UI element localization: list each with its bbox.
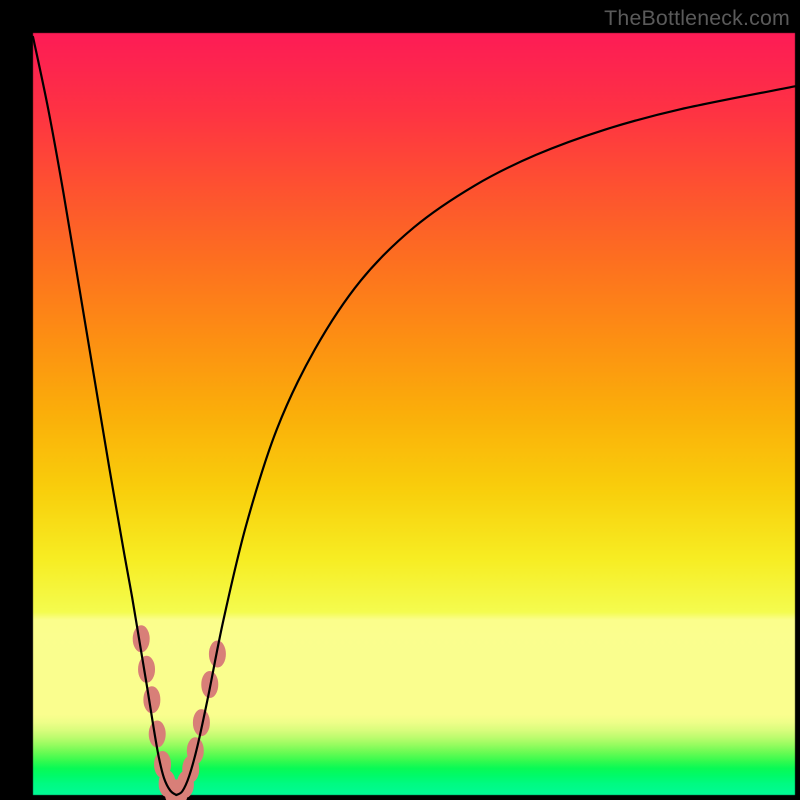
chart-stage: TheBottleneck.com xyxy=(0,0,800,800)
gradient-background xyxy=(0,0,800,800)
watermark-text: TheBottleneck.com xyxy=(604,6,790,31)
